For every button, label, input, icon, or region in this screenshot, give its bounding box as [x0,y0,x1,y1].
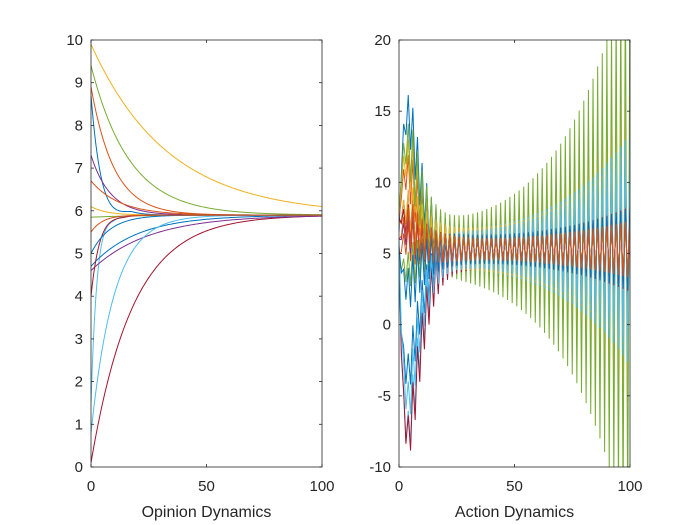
action-x-axis-label: Action Dynamics [455,504,574,521]
opinion-series-s5 [91,65,322,216]
opinion-x-axis-label: Opinion Dynamics [142,504,272,521]
opinion-series-s8 [91,214,322,267]
opinion-y-tick-label: 4 [75,288,83,305]
opinion-series-s3 [91,44,322,208]
action-x-tick-label: 50 [506,478,523,495]
action-y-tick-label: 5 [383,246,391,263]
opinion-y-tick-label: 3 [75,331,83,348]
action-series-a16 [399,205,630,278]
action-x-tick-label: 0 [395,478,403,495]
opinion-x-tick-label: 100 [309,478,334,495]
action-y-tick-label: 15 [374,103,391,120]
opinion-y-tick-label: 8 [75,117,83,134]
opinion-y-tick-label: 0 [75,459,83,476]
action-series-group [399,40,630,467]
opinion-y-tick-label: 9 [75,75,83,92]
action-y-tick-label: 20 [374,32,391,49]
opinion-y-tick-label: 10 [66,32,83,49]
opinion-y-tick-label: 7 [75,160,83,177]
action-y-tick-label: -5 [378,388,391,405]
opinion-x-tick-label: 50 [198,478,215,495]
opinion-x-tick-label: 0 [87,478,95,495]
action-ticks: -10 -5 0 5 10 15 20 0 50 100 [369,32,642,495]
action-y-tick-label: 0 [383,317,391,334]
opinion-y-tick-label: 2 [75,374,83,391]
action-dynamics-panel: -10 -5 0 5 10 15 20 0 50 100 Action Dynamics [369,32,642,521]
opinion-series-s16 [91,214,322,233]
opinion-y-tick-label: 5 [75,246,83,263]
action-y-tick-label: -10 [369,459,391,476]
action-x-tick-label: 100 [617,478,642,495]
opinion-y-tick-label: 6 [75,203,83,220]
opinion-y-tick-label: 1 [75,416,83,433]
opinion-series-group [91,44,322,463]
action-y-tick-label: 10 [374,174,391,191]
opinion-series-s7 [91,215,322,463]
opinion-series-s11 [91,215,322,271]
